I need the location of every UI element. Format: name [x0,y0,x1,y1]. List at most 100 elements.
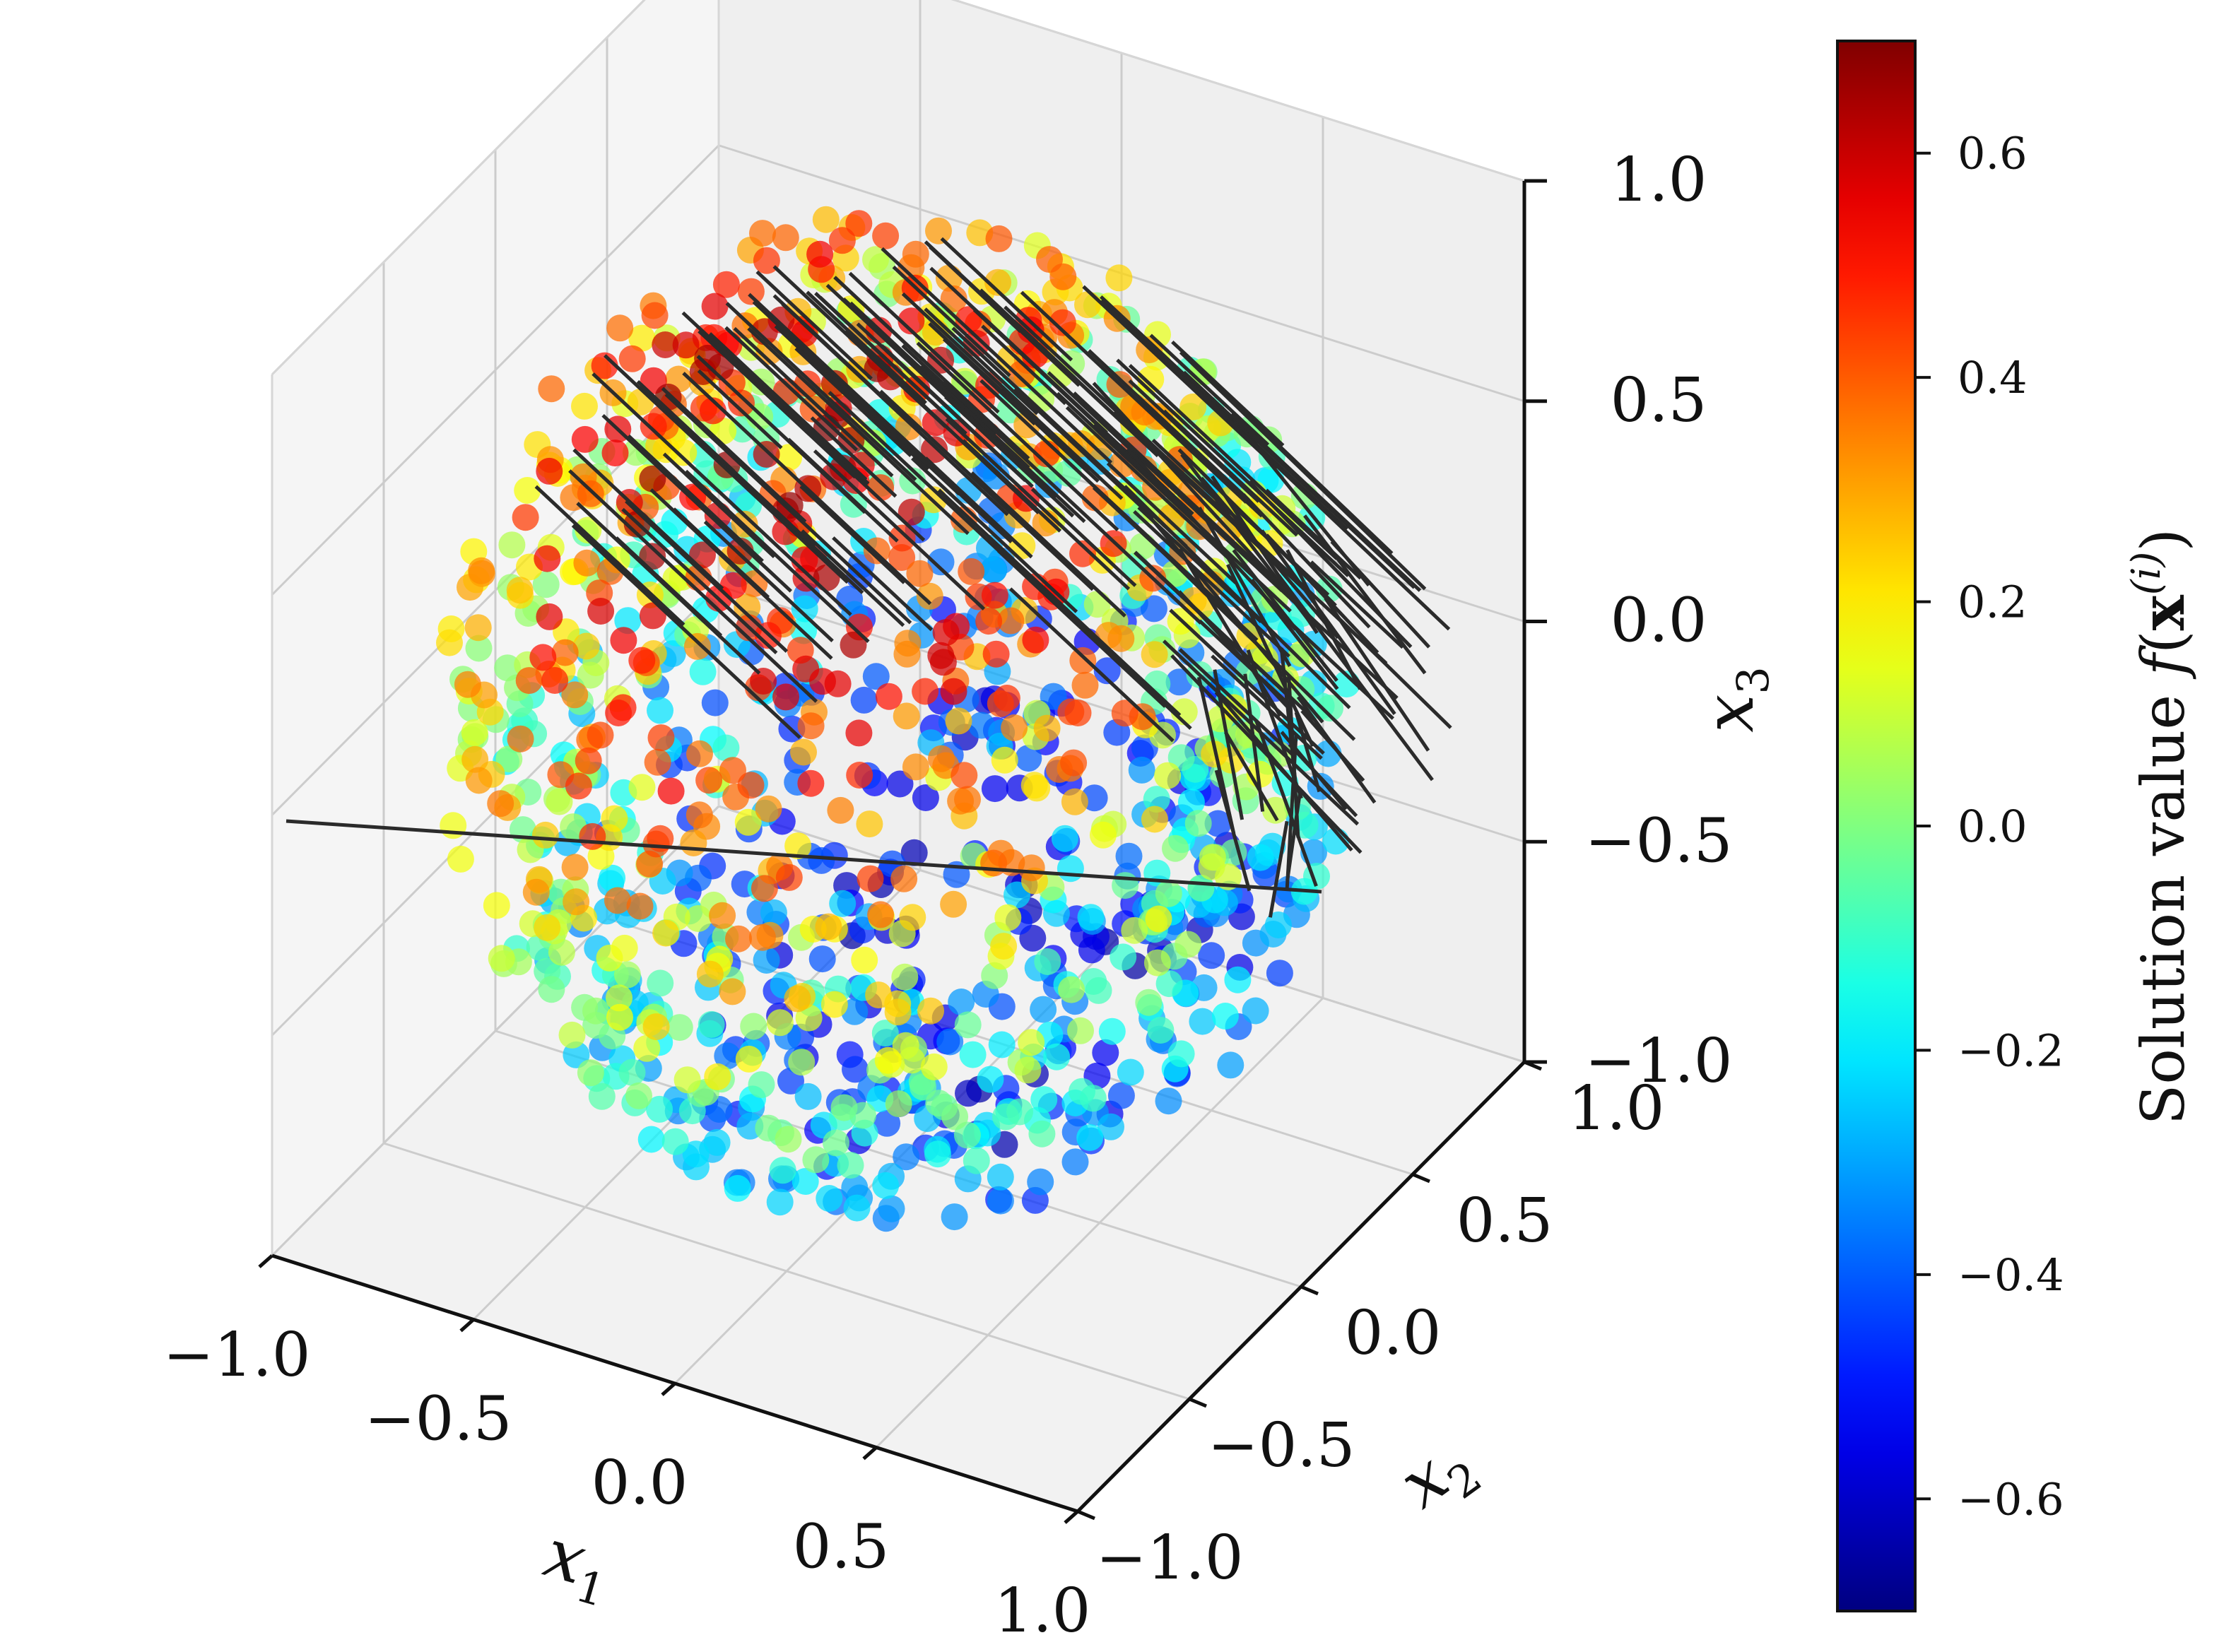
scatter-point [1092,1039,1119,1066]
gradient-segment [951,326,1188,548]
scatter-point [725,925,752,952]
scatter-point [623,439,649,466]
scatter-point [735,1045,763,1073]
gradient-segment [1137,506,1263,624]
scatter-point [895,413,922,441]
x1-tick-mark [1064,1510,1079,1524]
scatter-point [689,658,717,685]
x2-tick-label: −1.0 [1096,1523,1244,1593]
scatter-point [987,1187,1014,1215]
gradient-segment [1285,792,1302,881]
scatter-point [753,947,780,974]
gradient-segment [979,288,1154,452]
scatter-point [699,397,726,425]
scatter-point [980,556,1007,584]
scatter-point [1199,844,1226,871]
scatter-point [440,812,467,839]
gradient-segment [937,488,1182,717]
scatter-point [890,865,918,892]
gradient-segment [945,417,1131,591]
scatter-point [591,352,618,379]
scatter-point [1023,774,1051,802]
scatter-point [1179,393,1207,420]
scatter-point [899,904,926,931]
scatter-point [898,307,925,335]
scatter-point [878,1195,905,1222]
scatter-point [951,762,978,789]
scatter-point [867,901,895,928]
scatter-point [862,246,889,273]
scatter-point [1040,683,1067,710]
scatter-point [857,865,884,892]
gradient-segment [1226,418,1451,631]
scatter-point [850,686,878,714]
scatter-point [683,632,711,660]
scatter-point [843,1194,871,1222]
scatter-point [719,572,747,599]
scatter-point [802,1146,830,1174]
colorbar-tick-label: −0.6 [1958,1473,2064,1525]
scatter-point [572,632,600,660]
scatter-point [573,549,601,577]
scatter-point [775,1126,802,1153]
scatter-point [912,678,939,705]
x3-tick-label: 1.0 [1611,145,1707,216]
scatter-point [867,474,895,502]
scatter-point [601,439,629,467]
scatter-point [1069,647,1097,674]
scatter-point [1128,756,1155,784]
gradient-segment [1242,492,1371,629]
gradient-segment [1268,820,1289,918]
scatter-point [1162,834,1189,862]
gradient-segment [572,448,724,591]
gradient-segment [568,469,818,703]
gradient-segment [1265,488,1363,580]
scatter-point [920,1053,948,1080]
gradient-segment [752,300,961,496]
scatter-point [684,905,712,932]
scatter-point [1141,806,1168,833]
scatter-point [792,655,820,683]
scatter-point [977,1066,1004,1093]
scatter-point [766,1009,794,1037]
scatter-point [1165,668,1193,696]
scatter-point [1247,844,1274,871]
gradient-segment [1128,379,1260,503]
scatter-point [468,557,495,584]
scatter-point [875,683,902,710]
gradient-segment [761,384,870,485]
scatter-point [940,890,967,918]
scatter-point [536,603,563,630]
scatter-point [927,548,955,576]
colorbar-tick-label: 0.4 [1958,352,2028,403]
scatter-point [577,480,604,507]
scatter-point [1167,1040,1195,1068]
gradient-segment [1213,669,1244,820]
gradient-segment [1030,488,1137,587]
scatter-point [1051,825,1078,852]
gradient-segment [1230,413,1422,592]
scatter-point [647,724,675,752]
scatter-point [1069,1078,1095,1105]
scatter-point [1154,762,1182,789]
x2-tick-mark [1077,1509,1095,1521]
scatter-point [784,832,812,860]
gradient-segment [1128,364,1338,560]
gradient-segment [1177,590,1291,710]
gradient-segment [928,321,1100,483]
scatter-point [1317,695,1343,722]
scatter-point [873,1109,901,1137]
scatter-point [561,854,589,881]
x2-tick-label: 0.5 [1457,1186,1553,1256]
scatter-point [1057,855,1084,883]
scatter-point [808,945,836,973]
gradient-segment [1198,507,1292,668]
scatter-point [1143,949,1171,977]
scatter-point [945,707,972,735]
scatter-point [1015,745,1042,772]
scatter-point [498,531,526,559]
scatter-point [921,436,948,464]
scatter-point [816,1185,843,1212]
scatter-point [1077,904,1105,931]
scatter-point [991,746,1018,774]
